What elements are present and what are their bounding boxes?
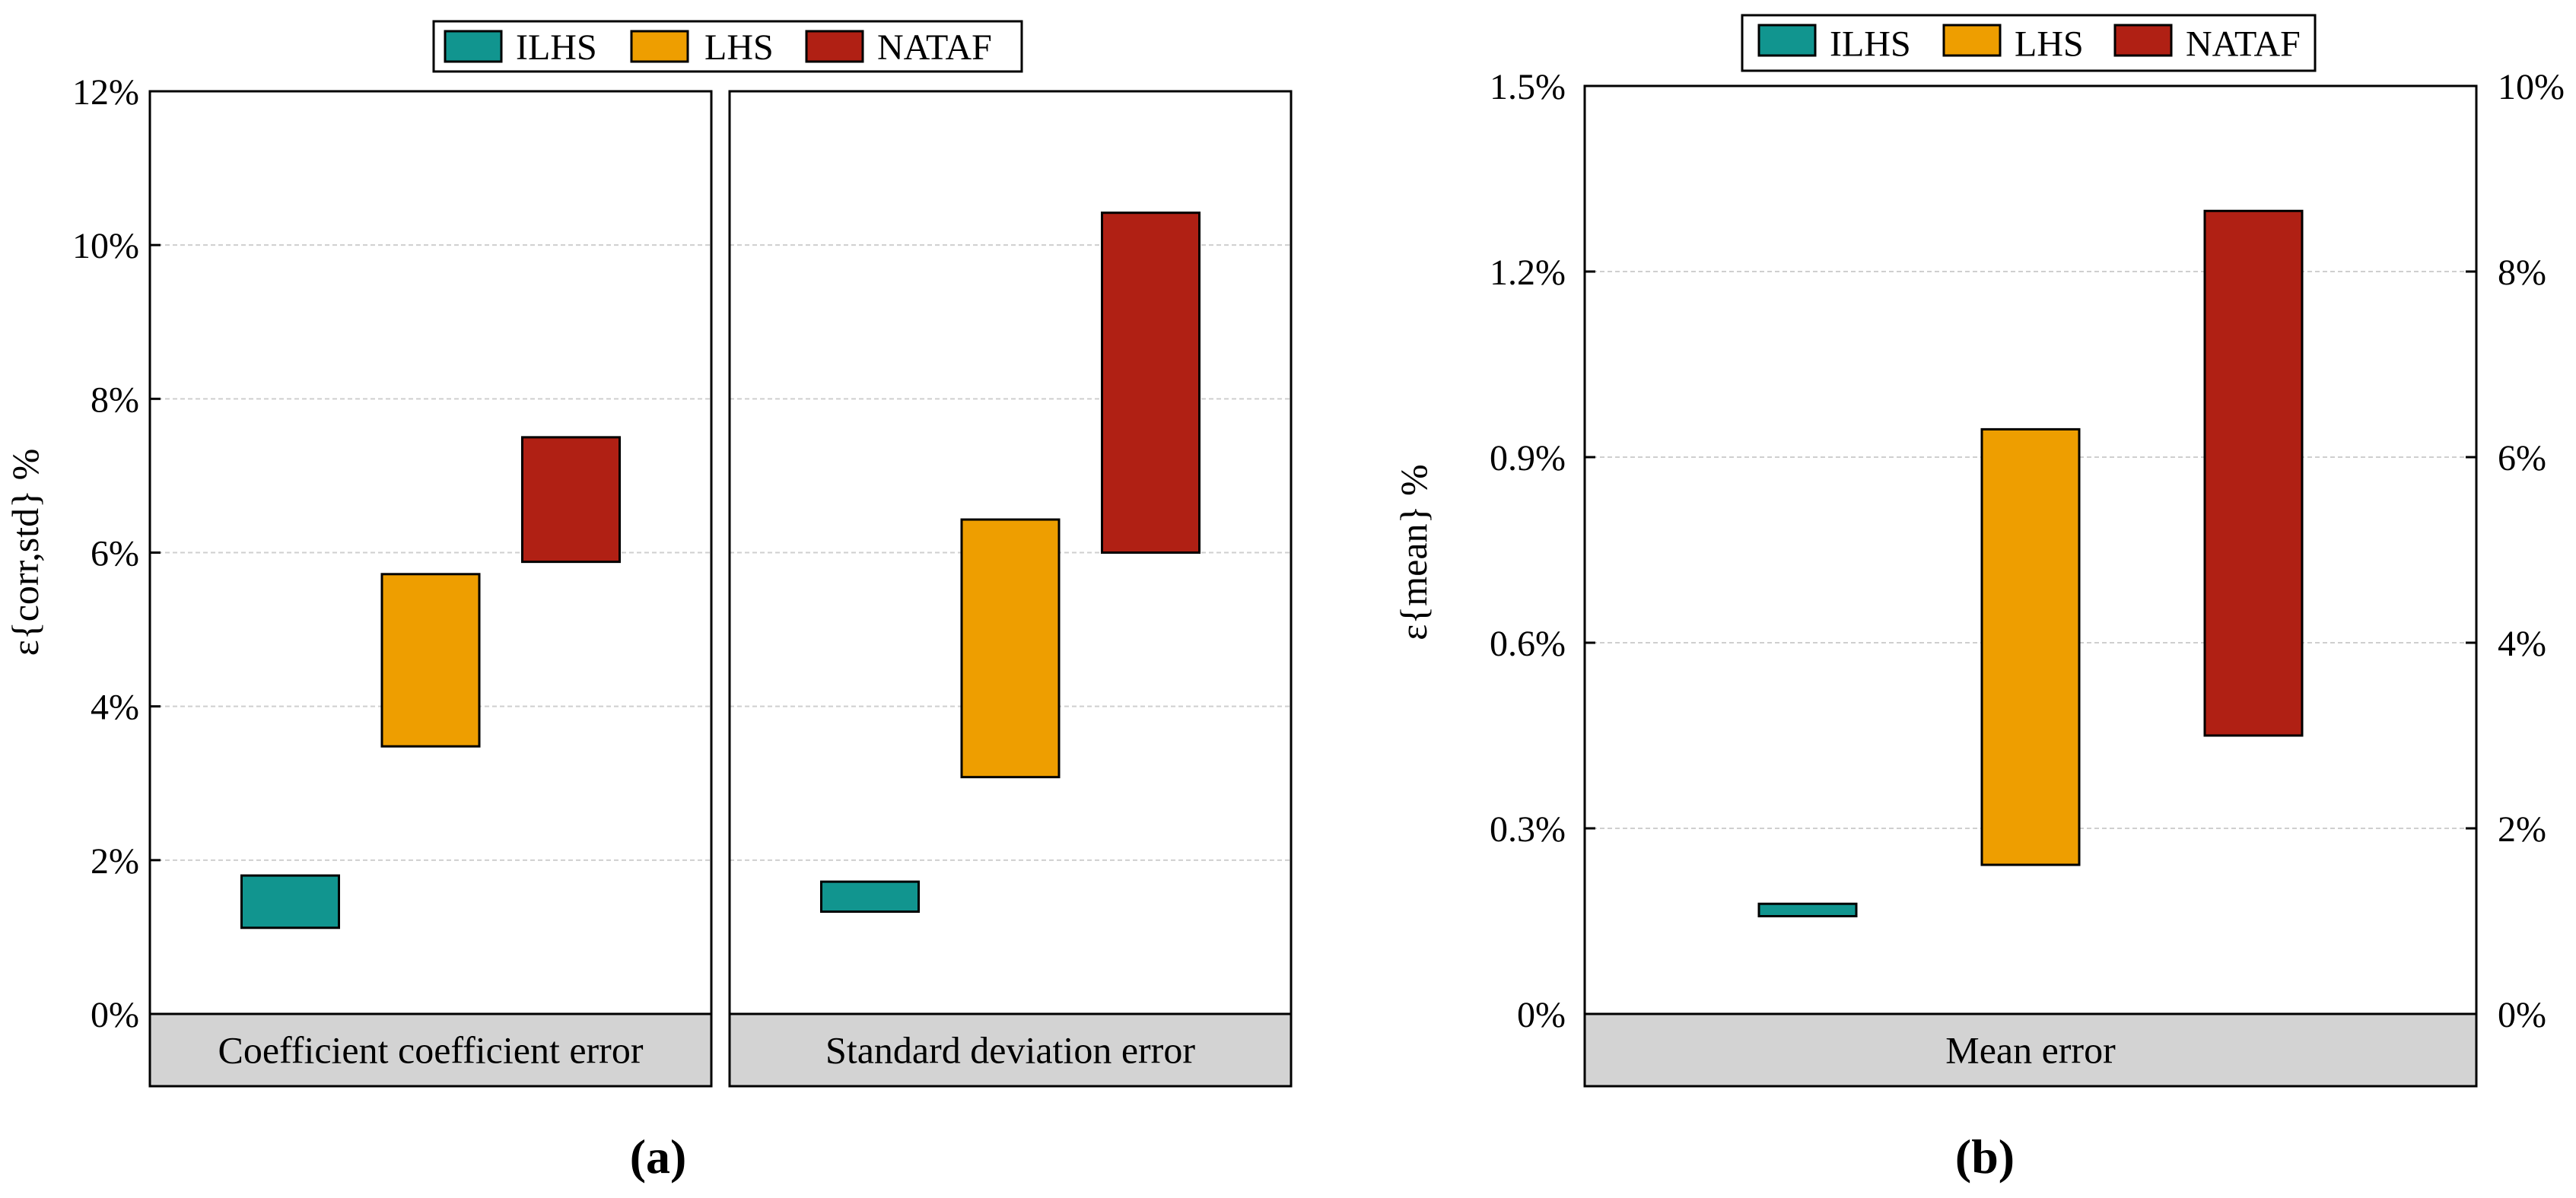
- legend-label-lhs: LHS: [704, 27, 774, 68]
- legend-swatch-lhs: [1942, 24, 2002, 57]
- y-tick-label: 0.6%: [1490, 624, 1566, 664]
- range-bar-nataf: [1101, 211, 1201, 554]
- legend-label-lhs: LHS: [2015, 24, 2084, 65]
- y-axis-label: ε{mean} %: [1392, 464, 1435, 640]
- legend-swatch-nataf: [805, 30, 864, 63]
- range-bar-ilhs: [820, 880, 920, 914]
- y-tick-label: 6%: [91, 534, 139, 574]
- range-bar-lhs: [960, 518, 1061, 779]
- y2-tick-label: 0%: [2498, 995, 2546, 1035]
- panel-strip-label: Mean error: [1945, 1029, 2116, 1072]
- legend-swatch-nataf: [2113, 24, 2173, 57]
- y-tick-label: 8%: [91, 380, 139, 420]
- y-tick-label: 1.5%: [1490, 67, 1566, 107]
- y2-tick-label: 8%: [2498, 253, 2546, 293]
- y2-tick-label: 2%: [2498, 809, 2546, 850]
- y2-tick-label: 10%: [2498, 67, 2565, 107]
- figure-label: (a): [630, 1130, 687, 1184]
- legend-box: [432, 20, 1023, 73]
- panel-strip-label: Standard deviation error: [825, 1029, 1195, 1072]
- y-tick-label: 2%: [91, 841, 139, 882]
- range-bar-nataf: [2203, 209, 2304, 737]
- legend-label-ilhs: ILHS: [1830, 24, 1911, 65]
- legend-swatch-lhs: [630, 30, 689, 63]
- legend-label-nataf: NATAF: [877, 27, 992, 68]
- y-tick-label: 10%: [72, 226, 139, 266]
- range-bar-ilhs: [240, 874, 340, 929]
- figure-label: (b): [1955, 1130, 2015, 1184]
- y-tick-label: 12%: [72, 72, 139, 113]
- y-tick-label: 0.3%: [1490, 809, 1566, 850]
- range-bar-lhs: [380, 573, 481, 748]
- y2-tick-label: 6%: [2498, 438, 2546, 478]
- y-tick-label: 0%: [91, 995, 139, 1035]
- legend-swatch-ilhs: [444, 30, 503, 63]
- panel-strip: [148, 1012, 713, 1088]
- legend-swatch-ilhs: [1757, 24, 1817, 57]
- panel-strip: [728, 1012, 1293, 1088]
- y-tick-label: 0%: [1517, 995, 1566, 1035]
- y-tick-label: 4%: [91, 688, 139, 728]
- range-bar-ilhs: [1757, 902, 1858, 917]
- legend-box: [1741, 14, 2317, 72]
- legend-label-nataf: NATAF: [2186, 24, 2301, 65]
- y2-tick-label: 4%: [2498, 624, 2546, 664]
- panel-strip: [1583, 1012, 2478, 1088]
- y-tick-label: 1.2%: [1490, 253, 1566, 293]
- panel-strip-label: Coefficient coefficient error: [218, 1029, 644, 1072]
- range-bar-lhs: [1980, 427, 2081, 866]
- range-bar-nataf: [521, 436, 621, 564]
- y-axis-label: ε{corr,std} %: [4, 449, 46, 656]
- y-tick-label: 0.9%: [1490, 438, 1566, 478]
- legend-label-ilhs: ILHS: [516, 27, 597, 68]
